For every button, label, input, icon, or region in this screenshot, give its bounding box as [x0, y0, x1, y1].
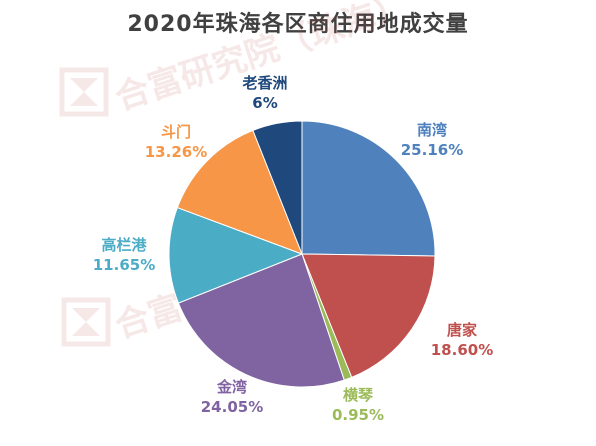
pie-slice-7 [252, 120, 303, 255]
slice-label-name-3: 横琴 [343, 386, 374, 404]
slice-label-value-6: 13.26% [145, 143, 207, 161]
slice-label-name-1: 南湾 [417, 121, 447, 139]
pie-slice-1 [301, 120, 436, 257]
slice-label-name-5: 高栏港 [101, 236, 147, 254]
pie-slices [168, 120, 436, 388]
slice-label-value-1: 25.16% [401, 141, 463, 159]
slice-label-name-7: 老香洲 [241, 74, 287, 92]
chart-title: 2020年珠海各区商住用地成交量 [127, 12, 469, 37]
slice-label-name-2: 唐家 [447, 321, 477, 339]
slice-label-value-4: 24.05% [201, 398, 263, 416]
pie-labels: 南湾 25.16% 唐家 18.60% 横琴 0.95% 金湾 24.05% 高栏港 11.65%… [93, 74, 493, 424]
watermark-logo-icon-2 [61, 297, 111, 347]
slice-label-value-7: 6% [252, 94, 277, 112]
pie-slice-2 [301, 253, 436, 379]
slice-label-value-2: 18.60% [431, 341, 493, 359]
pie-slice-5 [168, 206, 304, 304]
watermark-logo-icon [59, 67, 109, 117]
pie-slice-4 [177, 253, 345, 388]
pie-slice-6 [176, 129, 303, 255]
slice-label-value-3: 0.95% [332, 406, 384, 424]
slice-label-value-5: 11.65% [93, 256, 155, 274]
slice-label-name-6: 斗门 [161, 123, 191, 141]
slice-label-name-4: 金湾 [216, 378, 247, 396]
